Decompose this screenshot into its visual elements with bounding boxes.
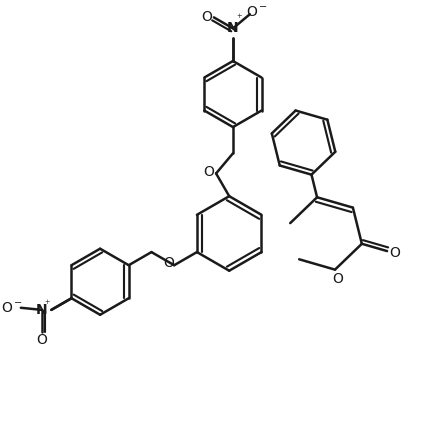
Text: $^+$: $^+$ [43, 300, 51, 309]
Text: O$^-$: O$^-$ [246, 5, 268, 19]
Text: N: N [227, 21, 239, 35]
Text: O: O [389, 246, 400, 260]
Text: O: O [332, 272, 343, 286]
Text: $^+$: $^+$ [235, 13, 243, 23]
Text: N: N [36, 303, 48, 317]
Text: O: O [37, 333, 48, 347]
Text: O$^-$: O$^-$ [1, 301, 24, 315]
Text: O: O [164, 256, 174, 270]
Text: O: O [203, 165, 214, 179]
Text: O: O [201, 11, 212, 25]
